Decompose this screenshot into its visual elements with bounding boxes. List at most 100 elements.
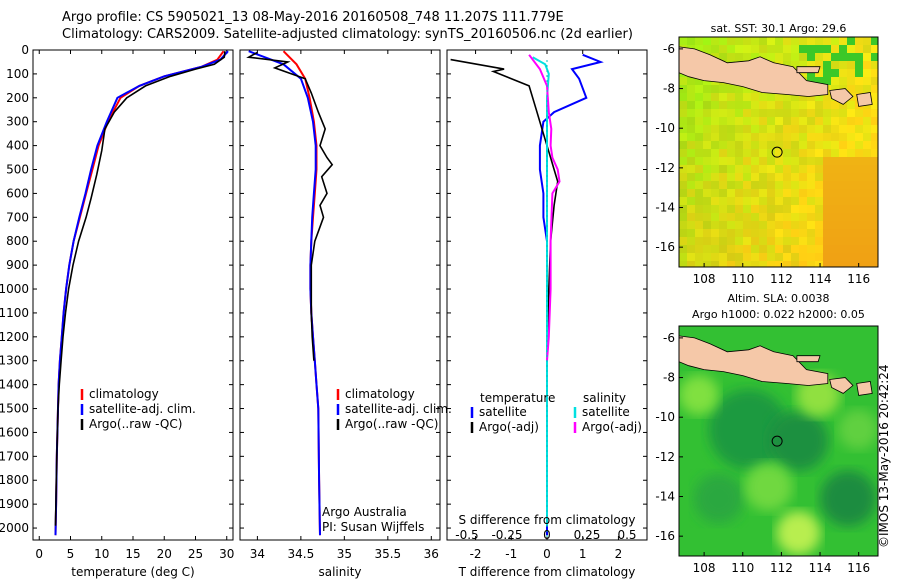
sst-cell (767, 117, 775, 125)
sst-cell (687, 213, 695, 221)
sst-cell (727, 237, 735, 245)
sst-cell (759, 53, 767, 61)
sst-cell (751, 101, 759, 109)
sst-cell (759, 45, 767, 53)
sst-cell (687, 37, 695, 45)
sst-cell (871, 77, 878, 85)
sst-cell (719, 197, 727, 205)
sst-cell (695, 77, 703, 85)
sst-cell (695, 253, 703, 261)
sst-cell (831, 141, 839, 149)
sst-cell (791, 253, 799, 261)
land-madura (796, 66, 821, 74)
sla-anomaly (768, 411, 829, 471)
sst-cell (679, 133, 687, 141)
sst-cell (775, 109, 783, 117)
sst-cell (719, 125, 727, 133)
sst-cell (815, 69, 823, 77)
sst-cell (847, 173, 855, 181)
sst-cell (703, 205, 711, 213)
sst-cell (855, 77, 863, 85)
sst-cell (871, 205, 878, 213)
sst-cell (735, 189, 743, 197)
sst-cell (791, 109, 799, 117)
sst-cell (847, 245, 855, 253)
sst-cell (855, 197, 863, 205)
depth-tick-label: 500 (6, 163, 29, 177)
sst-cell (831, 37, 839, 45)
map-sla-xtick-label: 114 (809, 561, 832, 575)
sst-cell (759, 133, 767, 141)
depth-tick-label: 1200 (0, 330, 29, 344)
sst-cell (783, 229, 791, 237)
sst-cell (783, 133, 791, 141)
sst-cell (695, 133, 703, 141)
sst-cell (751, 45, 759, 53)
sst-cell (711, 229, 719, 237)
sst-cell (735, 117, 743, 125)
sst-cell (759, 221, 767, 229)
sst-cell (767, 45, 775, 53)
sst-cell (839, 149, 847, 157)
sst-cell (839, 189, 847, 197)
sst-cell (823, 117, 831, 125)
sst-cell (775, 261, 783, 267)
salinity-xtick-label: 34.5 (288, 547, 315, 561)
sst-cell (687, 197, 695, 205)
sst-cell (703, 181, 711, 189)
sst-cell (815, 45, 823, 53)
sst-cell (679, 141, 687, 149)
sst-cell (791, 261, 799, 267)
sst-cell (687, 157, 695, 165)
map-sst-field (679, 37, 878, 267)
sst-cell (783, 53, 791, 61)
sst-cell (679, 213, 687, 221)
sst-cell (807, 125, 815, 133)
sst-cell (711, 197, 719, 205)
sst-cell (767, 141, 775, 149)
sst-cell (711, 173, 719, 181)
sst-cell (767, 205, 775, 213)
sst-cell (775, 53, 783, 61)
sst-cell (799, 189, 807, 197)
sst-cell (807, 133, 815, 141)
sst-cell (687, 165, 695, 173)
sst-cell (727, 229, 735, 237)
sst-cell (743, 141, 751, 149)
map-sla-title: Altim. SLA: 0.0038 (727, 292, 829, 305)
sst-cell (751, 93, 759, 101)
map-sla-ytick-label: -16 (655, 529, 675, 543)
map-sst-ytick-label: -10 (655, 121, 675, 135)
sst-cell (687, 77, 695, 85)
sst-cell (847, 45, 855, 53)
sst-cell (799, 253, 807, 261)
diff-xtick2-label: -0.25 (491, 528, 522, 542)
sst-cell (679, 221, 687, 229)
sst-cell (871, 229, 878, 237)
sst-cell (695, 205, 703, 213)
sst-cell (687, 85, 695, 93)
sst-cell (679, 101, 687, 109)
sst-cell (711, 189, 719, 197)
sst-cell (735, 245, 743, 253)
sst-cell (815, 125, 823, 133)
sst-cell (815, 205, 823, 213)
sst-cell (791, 37, 799, 45)
sst-cell (719, 253, 727, 261)
sst-cell (823, 221, 831, 229)
sst-cell (783, 237, 791, 245)
depth-tick-label: 600 (6, 186, 29, 200)
sst-cell (735, 173, 743, 181)
sst-cell (719, 173, 727, 181)
sst-cell (831, 101, 839, 109)
sst-cell (823, 253, 831, 261)
sst-cell (695, 173, 703, 181)
sst-cell (807, 253, 815, 261)
sst-cell (815, 237, 823, 245)
map-sst-xtick-label: 112 (770, 272, 793, 286)
temperature-xtick-label: 30 (219, 547, 234, 561)
figure-title-line-1: Argo profile: CS 5905021_13 08-May-2016 … (62, 10, 564, 25)
sst-cell (687, 261, 695, 267)
sst-cell (839, 221, 847, 229)
sst-cell (679, 261, 687, 267)
